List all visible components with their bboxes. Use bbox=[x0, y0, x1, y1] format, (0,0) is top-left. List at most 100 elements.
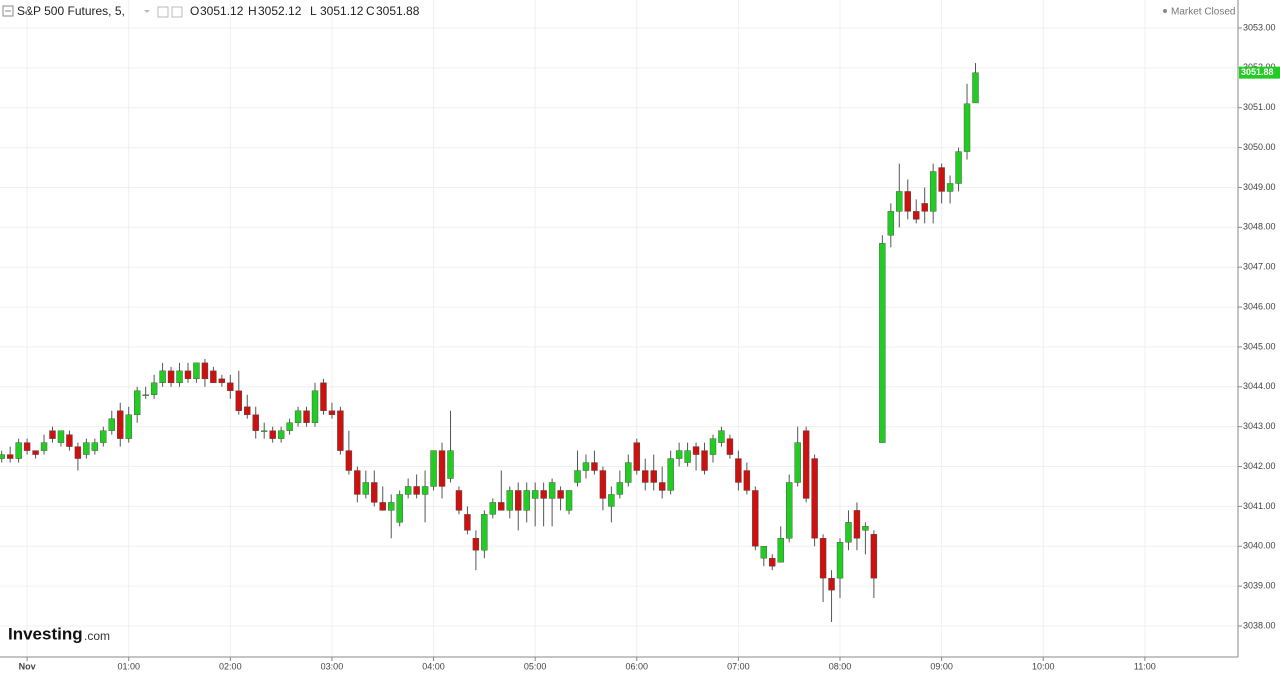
candle-body bbox=[294, 410, 302, 423]
collapse-icon[interactable] bbox=[2, 5, 14, 17]
candle-body bbox=[599, 470, 607, 499]
close-icon[interactable] bbox=[171, 6, 183, 18]
candle-body bbox=[709, 438, 717, 455]
brand-name: Investing bbox=[8, 624, 83, 643]
y-tick-label: 3039.00 bbox=[1243, 581, 1276, 591]
candle-body bbox=[726, 438, 734, 455]
candle-body bbox=[718, 430, 725, 443]
candle-body bbox=[684, 450, 691, 463]
x-tick-label: 07:00 bbox=[727, 661, 750, 671]
candle-body bbox=[32, 450, 39, 455]
candle-body bbox=[752, 490, 759, 547]
market-status: Market Closed bbox=[1171, 7, 1235, 18]
candle-body bbox=[955, 151, 962, 184]
candle-body bbox=[692, 446, 700, 455]
candle-body bbox=[862, 526, 869, 531]
candle-body bbox=[743, 470, 751, 491]
candle-body bbox=[328, 410, 336, 415]
candle-body bbox=[667, 458, 674, 491]
candle-body bbox=[515, 490, 522, 511]
candle-body bbox=[498, 502, 505, 511]
x-tick-label: 10:00 bbox=[1032, 661, 1055, 671]
y-tick-label: 3048.00 bbox=[1243, 222, 1276, 232]
ohlc-prefix: C bbox=[366, 4, 375, 18]
candle-body bbox=[0, 454, 5, 459]
candle-body bbox=[117, 410, 124, 439]
candle-body bbox=[227, 382, 234, 391]
dropdown-arrow[interactable] bbox=[144, 10, 150, 13]
candle-body bbox=[430, 450, 437, 487]
y-tick-label: 3046.00 bbox=[1243, 301, 1276, 311]
candle-body bbox=[167, 370, 175, 384]
candle-body bbox=[769, 558, 776, 567]
candle-body bbox=[929, 171, 937, 212]
candle-body bbox=[548, 482, 556, 499]
candle-body bbox=[565, 490, 573, 511]
candle-body bbox=[142, 394, 149, 396]
candle-body bbox=[608, 494, 615, 507]
candle-body bbox=[455, 490, 463, 511]
candle-body bbox=[972, 72, 979, 104]
candle-body bbox=[108, 418, 115, 431]
candle-body bbox=[777, 538, 784, 563]
candle-body bbox=[887, 211, 895, 236]
ohlc-prefix: L bbox=[310, 4, 317, 18]
candle-body bbox=[658, 482, 666, 491]
candle-body bbox=[404, 486, 412, 495]
last-price-box bbox=[1239, 66, 1280, 79]
candle-body bbox=[481, 514, 488, 551]
candle-body bbox=[66, 434, 73, 447]
candle-body bbox=[828, 577, 835, 591]
candle-body bbox=[506, 490, 513, 511]
candle-body bbox=[625, 462, 632, 483]
candle-body bbox=[811, 458, 818, 539]
candle-body bbox=[57, 430, 65, 443]
y-tick-label: 3040.00 bbox=[1243, 541, 1276, 551]
candle-body bbox=[760, 546, 768, 559]
candle-body bbox=[235, 390, 242, 411]
candle-body bbox=[616, 482, 624, 495]
candle-body bbox=[252, 414, 259, 431]
candle-body bbox=[176, 370, 183, 384]
candle-body bbox=[472, 538, 480, 551]
x-tick-label: 02:00 bbox=[219, 661, 242, 671]
candle-body bbox=[320, 382, 327, 411]
y-tick-label: 3043.00 bbox=[1243, 421, 1276, 431]
y-tick-label: 3049.00 bbox=[1243, 182, 1276, 192]
candle-body bbox=[845, 522, 852, 543]
ohlc-prefix: O bbox=[190, 4, 199, 18]
candle-body bbox=[853, 510, 861, 539]
y-tick-label: 3047.00 bbox=[1243, 262, 1276, 272]
y-tick-label: 3041.00 bbox=[1243, 501, 1276, 511]
x-tick-label: 04:00 bbox=[422, 661, 445, 671]
candle-body bbox=[210, 370, 217, 384]
candle-body bbox=[794, 442, 801, 483]
candle-body bbox=[83, 442, 90, 455]
candle-body bbox=[879, 243, 886, 443]
candle-body bbox=[303, 410, 310, 423]
candle-body bbox=[913, 211, 920, 220]
y-tick-label: 3045.00 bbox=[1243, 341, 1276, 351]
candle-body bbox=[896, 191, 903, 212]
x-tick-label: 11:00 bbox=[1134, 661, 1156, 671]
ohlc-value: 3051.12 bbox=[200, 4, 244, 18]
candle-body bbox=[193, 362, 200, 380]
x-tick-label: 01:00 bbox=[117, 661, 140, 671]
candle-body bbox=[819, 538, 827, 579]
candle-body bbox=[735, 458, 742, 483]
candle-body bbox=[371, 482, 378, 503]
candle-body bbox=[379, 502, 386, 511]
x-tick-label: Nov bbox=[19, 661, 36, 671]
candle-body bbox=[133, 390, 141, 415]
settings-icon[interactable] bbox=[157, 6, 169, 18]
candle-body bbox=[557, 490, 564, 499]
candle-body bbox=[354, 470, 361, 495]
candle-body bbox=[396, 494, 403, 523]
candle-body bbox=[150, 382, 158, 395]
candle-body bbox=[23, 442, 31, 451]
candle-body bbox=[921, 203, 928, 212]
chart-title: S&P 500 Futures, 5, bbox=[17, 4, 125, 18]
candle-body bbox=[201, 362, 209, 380]
candle-body bbox=[337, 410, 344, 451]
brand-suffix: .com bbox=[84, 629, 110, 643]
